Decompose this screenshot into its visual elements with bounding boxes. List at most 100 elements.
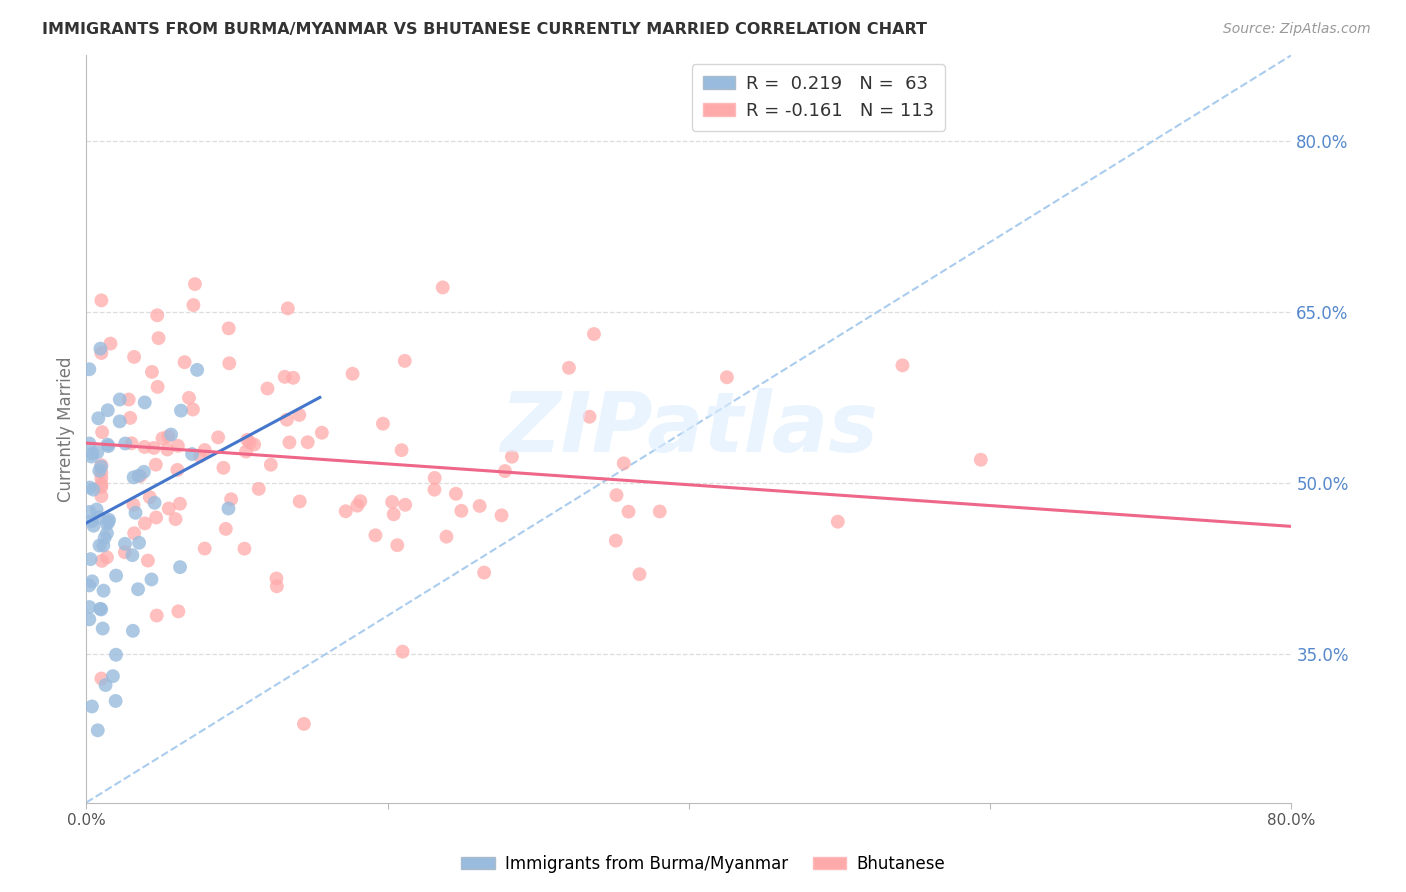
Point [247,482,270,496]
Point [605,533,627,548]
Point [96,550,118,565]
Point [382,508,405,522]
Point [143,496,166,510]
Point [891,359,914,373]
Point [97,403,120,417]
Point [97,437,120,451]
Point [136,553,159,567]
Point [218,321,240,335]
Point [80,450,103,464]
Point [288,408,311,422]
Point [86,445,108,459]
Point [716,370,738,384]
Point [235,444,257,458]
Point [134,440,156,454]
Point [260,458,283,472]
Point [93,539,115,553]
Point [423,471,446,485]
Point [239,435,262,450]
Point [142,441,165,455]
Point [124,506,146,520]
Point [218,356,240,370]
Point [79,600,101,615]
Point [468,499,491,513]
Point [87,411,110,425]
Point [122,470,145,484]
Point [105,568,128,582]
Point [101,669,124,683]
Point [90,489,112,503]
Point [273,369,295,384]
Point [297,435,319,450]
Point [160,427,183,442]
Point [79,481,101,495]
Point [181,402,204,417]
Point [93,583,115,598]
Point [79,505,101,519]
Point [391,443,413,458]
Point [93,531,115,545]
Point [166,463,188,477]
Point [80,514,103,528]
Point [450,504,472,518]
Point [121,548,143,562]
Point [970,452,993,467]
Point [152,431,174,445]
Point [387,538,409,552]
Point [82,574,104,589]
Point [346,499,368,513]
Point [122,350,145,364]
Point [79,552,101,566]
Point [90,346,112,360]
Point [167,439,190,453]
Point [122,526,145,541]
Point [141,365,163,379]
Point [90,672,112,686]
Point [188,449,211,463]
Point [98,513,121,527]
Point [91,425,114,439]
Point [215,522,238,536]
Point [278,435,301,450]
Point [114,436,136,450]
Point [292,717,315,731]
Point [157,429,180,443]
Point [165,512,187,526]
Point [90,458,112,473]
Point [104,694,127,708]
Text: Source: ZipAtlas.com: Source: ZipAtlas.com [1223,22,1371,37]
Point [91,622,114,636]
Point [108,414,131,428]
Point [83,518,105,533]
Point [146,380,169,394]
Point [79,612,101,626]
Point [114,537,136,551]
Point [90,471,112,485]
Point [170,403,193,417]
Point [394,498,416,512]
Point [219,492,242,507]
Point [89,464,111,478]
Point [181,447,204,461]
Point [436,530,458,544]
Point [145,458,167,472]
Point [134,395,156,409]
Point [186,363,208,377]
Text: ZIPatlas: ZIPatlas [501,388,877,469]
Point [94,678,117,692]
Point [145,510,167,524]
Point [501,450,523,464]
Point [139,490,162,504]
Point [80,699,103,714]
Point [122,624,145,638]
Point [128,468,150,483]
Point [311,425,333,440]
Point [605,488,627,502]
Point [146,308,169,322]
Point [156,442,179,457]
Point [342,367,364,381]
Point [217,501,239,516]
Point [121,436,143,450]
Point [283,371,305,385]
Point [207,430,229,444]
